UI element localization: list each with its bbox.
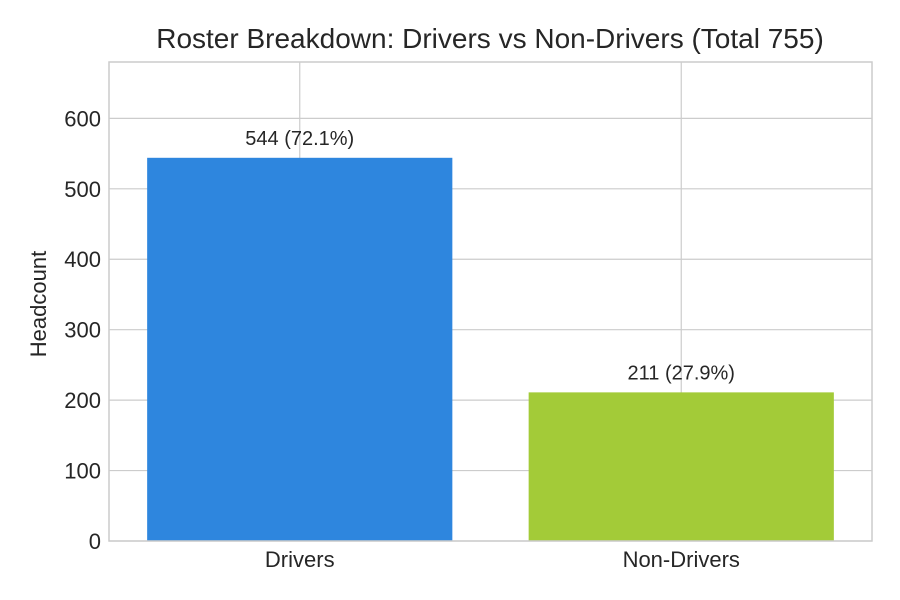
y-tick-label-0: 0 (89, 529, 101, 554)
bar-non-drivers (528, 392, 834, 541)
y-tick-label-400: 400 (64, 247, 101, 272)
bars-layer (147, 157, 834, 542)
x-tick-label-drivers: Drivers (265, 547, 335, 572)
y-ticks-layer: 0 100 200 300 400 500 600 (64, 106, 101, 554)
plot-frame (108, 61, 873, 542)
y-tick-label-300: 300 (64, 318, 101, 343)
y-tick-label-200: 200 (64, 388, 101, 413)
data-labels-layer: 544 (72.1%) 211 (27.9%) (245, 128, 735, 385)
data-label-non-drivers: 211 (27.9%) (628, 362, 735, 384)
chart-title: Roster Breakdown: Drivers vs Non-Drivers… (156, 23, 824, 54)
y-tick-label-500: 500 (64, 177, 101, 202)
data-label-drivers: 544 (72.1%) (245, 128, 354, 150)
x-tick-label-non-drivers: Non-Drivers (623, 547, 740, 572)
y-axis-label: Headcount (26, 251, 51, 357)
y-tick-label-600: 600 (64, 106, 101, 131)
bar-drivers (147, 157, 453, 542)
x-ticks-layer: Drivers Non-Drivers (265, 547, 740, 572)
y-tick-label-100: 100 (64, 459, 101, 484)
